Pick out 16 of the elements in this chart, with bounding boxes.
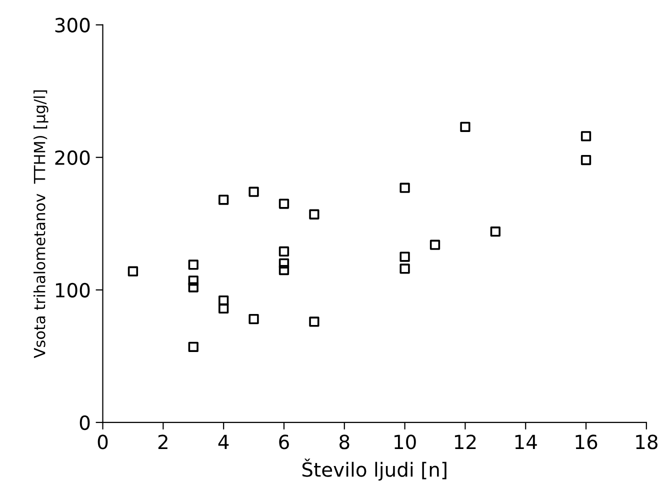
x-tick-label: 8 [340,434,350,450]
x-tick-label: 16 [576,434,598,450]
x-tick-label: 10 [394,434,416,450]
x-tick-label: 6 [279,434,289,450]
x-tick-label: 14 [515,434,537,450]
x-tick-label: 4 [218,434,229,450]
x-tick-label: 2 [158,434,168,450]
x-tick-label: 12 [454,434,476,450]
x-axis-title: Število ljudi [n] [302,458,446,481]
y-tick-label: 200 [55,150,90,166]
y-tick-label: 300 [55,18,90,33]
x-tick-label: 18 [636,434,658,450]
y-axis-title: Vsota trihalometanov TTHM) [µg/l] [34,90,48,358]
x-tick-label: 0 [98,434,108,450]
y-tick-label: 0 [80,415,90,430]
y-tick-label: 100 [56,282,90,298]
